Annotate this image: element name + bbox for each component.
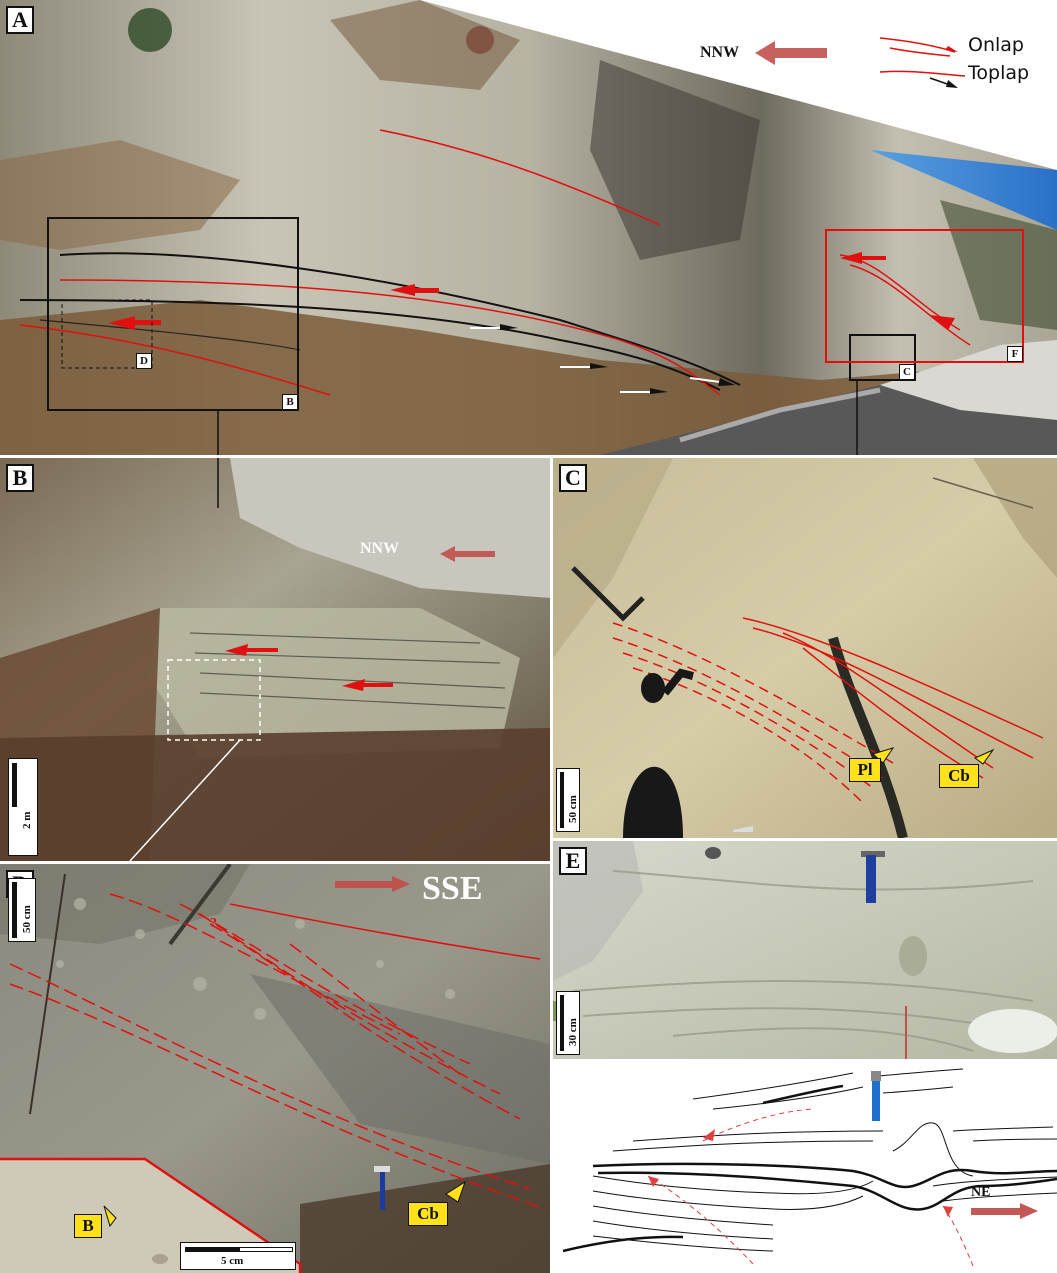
panel-d-inset-scalebar: 5 cm	[180, 1242, 296, 1270]
panel-c-scalebar: 50 cm	[556, 768, 580, 832]
panel-a: A NNW Onlap Toplap D B C F	[0, 0, 1057, 455]
panel-b-photo	[0, 458, 550, 861]
callout-b: B	[74, 1214, 102, 1238]
panel-b-direction: NNW	[360, 540, 400, 557]
box-label-f: F	[1007, 346, 1023, 362]
panel-a-direction: NNW	[700, 44, 740, 61]
panel-d-direction: SSE	[422, 870, 483, 907]
callout-pl: Pl	[849, 758, 881, 782]
panel-b-scalebar: 2 m	[8, 758, 38, 856]
panel-c: C Pl Cb 50 cm	[553, 458, 1057, 838]
callout-cb-c: Cb	[939, 764, 979, 788]
legend-toplap: Toplap	[968, 62, 1030, 84]
panel-e: E NE 30 cm	[553, 841, 1057, 1273]
panel-b-label: B	[6, 464, 34, 492]
panel-c-photo	[553, 458, 1057, 838]
legend-onlap: Onlap	[968, 34, 1024, 56]
box-label-c: C	[899, 364, 915, 380]
panel-a-photo	[0, 0, 1057, 455]
panel-e-scale-text: 30 cm	[567, 1018, 579, 1046]
panel-d-photo	[0, 864, 550, 1273]
panel-e-direction: NE	[971, 1185, 991, 1200]
panel-a-label: A	[6, 6, 34, 34]
panel-d-scalebar: 50 cm	[8, 878, 36, 942]
panel-d-question-mark: ?	[210, 916, 217, 931]
box-label-b: B	[282, 394, 298, 410]
panel-c-scale-text: 50 cm	[567, 795, 579, 823]
callout-cb-d: Cb	[408, 1202, 448, 1226]
panel-e-photo-and-sketch	[553, 841, 1057, 1273]
panel-d-scale-text: 50 cm	[21, 905, 33, 933]
panel-e-label: E	[559, 847, 587, 875]
panel-e-scalebar: 30 cm	[556, 991, 580, 1055]
panel-d-inset-scale-text: 5 cm	[221, 1255, 244, 1267]
panel-b-scale-text: 2 m	[21, 811, 33, 829]
panel-b: B NNW 2 m	[0, 458, 550, 861]
box-label-d: D	[136, 353, 152, 369]
panel-d: D SSE ? 50 cm B Cb 5 cm	[0, 864, 550, 1273]
panel-c-label: C	[559, 464, 587, 492]
